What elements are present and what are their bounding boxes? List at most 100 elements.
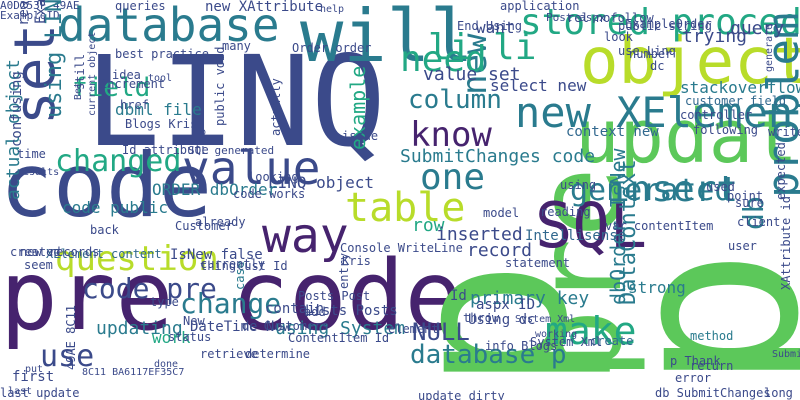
cloud-word: determine	[245, 347, 311, 361]
cloud-word: A0D253F 49AE	[0, 0, 80, 12]
cloud-word: element	[388, 322, 439, 336]
cloud-word: dc Customers	[242, 319, 329, 333]
cloud-word: table	[345, 185, 466, 231]
cloud-word: Customer	[175, 219, 233, 233]
cloud-word: li li	[428, 27, 537, 68]
cloud-word: IsNew false	[170, 247, 263, 263]
cloud-word: new XElement	[515, 88, 800, 137]
cloud-word: last update	[0, 386, 80, 400]
cloud-word: database	[58, 0, 280, 52]
cloud-word: rel nofollow	[567, 11, 654, 25]
cloud-word: row	[412, 215, 445, 236]
cloud-word: new XAttribute	[205, 0, 324, 15]
cloud-word: ExampleID	[0, 9, 60, 22]
cloud-word: idea	[112, 68, 141, 82]
cloud-word: return	[690, 359, 734, 373]
cloud-word: done	[154, 359, 179, 370]
cloud-word: stored procedure	[520, 2, 800, 43]
cloud-word: need	[400, 39, 487, 80]
cloud-word: following	[693, 123, 759, 137]
cloud-word: public void	[213, 46, 227, 126]
cloud-word: public string	[618, 19, 712, 33]
cloud-word: error	[675, 371, 712, 385]
cloud-word: database p	[410, 340, 567, 370]
cloud-word: know	[410, 115, 492, 155]
cloud-word: value	[182, 141, 321, 195]
cloud-word: point	[727, 189, 764, 203]
cloud-word: generated	[570, 173, 733, 208]
cloud-word: already	[195, 215, 246, 229]
cloud-word: update dirty	[418, 389, 505, 400]
cloud-word: changed	[55, 144, 182, 179]
cloud-word: Lists Posts	[305, 303, 398, 319]
cloud-word: query	[730, 18, 785, 39]
cloud-word: change	[180, 287, 282, 320]
cloud-word: DateTime Now	[190, 319, 292, 335]
cloud-word: strong	[628, 278, 686, 297]
cloud-word: insert	[608, 169, 739, 210]
cloud-word: client	[737, 215, 781, 229]
cloud-word: time	[17, 147, 46, 161]
cloud-word: p Thank	[670, 354, 721, 368]
cloud-word: new records	[20, 245, 100, 259]
cloud-word: record	[467, 240, 533, 261]
cloud-word: Posts Post	[298, 289, 371, 303]
cloud-word: working	[535, 329, 578, 340]
cloud-word: dbml file	[115, 100, 202, 119]
cloud-word: read	[16, 0, 32, 26]
cloud-word: stackoverflow	[680, 78, 800, 97]
cloud-word: Intellisense	[525, 228, 627, 244]
cloud-word: use	[40, 339, 95, 374]
cloud-word: created	[10, 245, 61, 259]
cloud-word: primary key	[470, 288, 590, 309]
cloud-word: ORDER dbOrder	[152, 180, 278, 199]
cloud-word: contain	[265, 301, 325, 317]
cloud-word: best practice	[115, 47, 209, 61]
cloud-word: issue	[342, 129, 379, 143]
cloud-word: code pre	[82, 272, 217, 305]
cloud-word: number	[629, 47, 673, 61]
cloud-word: column	[408, 85, 502, 115]
cloud-word: last	[8, 386, 33, 397]
cloud-word: XAttribute id	[779, 196, 793, 290]
cloud-word: write	[768, 125, 800, 139]
cloud-word: sure	[735, 196, 764, 210]
cloud-word: System Xml	[530, 335, 603, 349]
cloud-word: LINQ object	[268, 173, 374, 192]
cloud-word: select new	[490, 76, 587, 95]
cloud-word: make	[545, 309, 637, 353]
cloud-word: cust Id	[237, 259, 288, 273]
cloud-word: first	[12, 369, 55, 385]
cloud-word: trying	[682, 26, 748, 47]
cloud-word: SQL generated	[188, 144, 275, 157]
cloud-word: throw	[463, 311, 500, 325]
cloud-word: thing	[200, 259, 237, 273]
cloud-word: href	[120, 98, 149, 112]
cloud-word: reading	[540, 205, 591, 219]
cloud-word: update	[575, 94, 800, 180]
cloud-word: End Using	[457, 19, 523, 33]
cloud-word: put	[25, 364, 44, 375]
cloud-word: ExampleOrder	[625, 17, 712, 31]
cloud-word: pre code	[0, 240, 463, 352]
cloud-word: var contentItem	[605, 219, 714, 233]
cloud-word: info Blogs	[485, 339, 558, 353]
cloud-word: work	[152, 328, 191, 347]
cloud-word: current object	[87, 31, 98, 116]
cloud-word: aspx ID	[476, 297, 536, 313]
cloud-word: ExampleId	[33, 0, 49, 24]
cloud-word: back	[90, 223, 119, 237]
cloud-word: p	[200, 127, 207, 138]
cloud-word: context new	[566, 124, 659, 140]
cloud-word: model	[483, 206, 520, 220]
cloud-word: field	[72, 73, 151, 103]
cloud-word: user	[728, 239, 757, 253]
cloud-word: System Xml	[515, 314, 576, 325]
cloud-word: type	[150, 295, 179, 309]
cloud-word: 8C11 BA6117EF35C7	[82, 367, 185, 378]
cloud-word: Blogs Kris	[125, 117, 198, 131]
cloud-word: Console WriteLine	[340, 241, 463, 255]
cloud-word: dc	[650, 59, 665, 73]
cloud-word: generate	[764, 23, 775, 72]
